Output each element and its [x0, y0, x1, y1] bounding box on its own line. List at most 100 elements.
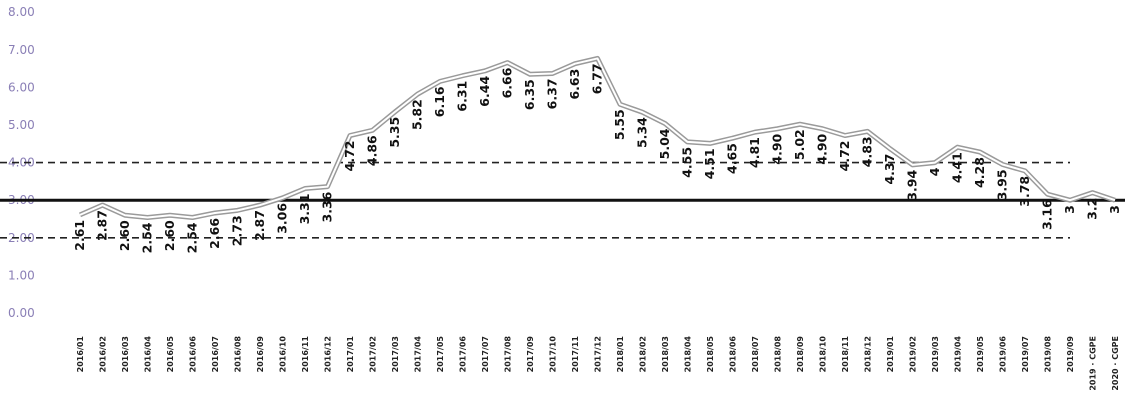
y-tick-label: 7.00 — [8, 43, 35, 57]
data-label: 3.78 — [1017, 176, 1032, 207]
data-label: 2.60 — [117, 220, 132, 251]
x-tick-label: 2016/12 — [324, 336, 333, 372]
x-tick-label: 2019/01 — [886, 336, 895, 373]
x-tick-label: 2016/05 — [166, 336, 175, 373]
x-tick-label: 2017/12 — [594, 336, 603, 372]
data-label: 5.04 — [657, 128, 672, 159]
x-tick-label: 2017/08 — [504, 336, 513, 373]
y-tick-label: 1.00 — [8, 268, 35, 282]
x-tick-label: 2017/01 — [346, 336, 355, 373]
x-tick-label: 2017/11 — [571, 336, 580, 373]
data-label: 5.35 — [387, 117, 402, 148]
data-label: 6.16 — [432, 86, 447, 117]
x-tick-label: 2016/11 — [301, 336, 310, 373]
data-label: 5.34 — [635, 117, 650, 148]
y-tick-label: 4.00 — [8, 156, 35, 170]
x-tick-label: 2019/05 — [976, 336, 985, 373]
data-label: 2.54 — [185, 222, 200, 253]
data-label: 4.72 — [837, 141, 852, 172]
data-label: 2.73 — [230, 215, 245, 246]
data-label: 2.66 — [207, 218, 222, 249]
data-label: 3.2 — [1085, 198, 1100, 220]
data-label: 6.31 — [455, 81, 470, 112]
data-label: 5.55 — [612, 109, 627, 140]
x-tick-label: 2018/01 — [616, 336, 625, 373]
data-label: 6.77 — [590, 63, 605, 94]
x-tick-label: 2018/09 — [796, 336, 805, 373]
x-tick-label: 2019/03 — [931, 336, 940, 372]
y-tick-label: 5.00 — [8, 118, 35, 132]
x-tick-label: 2018/05 — [706, 336, 715, 373]
data-label: 2.60 — [162, 220, 177, 251]
x-tick-label: 2017/02 — [369, 336, 378, 372]
x-tick-label: 2018/03 — [661, 336, 670, 372]
x-tick-label: 2016/06 — [189, 336, 198, 373]
x-tick-label: 2016/02 — [99, 336, 108, 372]
x-tick-label: 2018/10 — [819, 336, 828, 373]
x-tick-label: 2018/06 — [729, 336, 738, 373]
data-label: 4.37 — [882, 154, 897, 185]
reference-lines — [0, 161, 1125, 239]
data-label: 3.06 — [275, 203, 290, 234]
x-tick-label: 2016/09 — [256, 336, 265, 373]
data-label: 4.41 — [950, 152, 965, 183]
data-label: 6.37 — [545, 78, 560, 109]
x-axis-ticks: 2016/01 2016/02 2016/03 2016/04 2016/05 2016/… — [76, 336, 1120, 391]
x-tick-label: 2016/07 — [211, 336, 220, 372]
data-label: 4.51 — [702, 148, 717, 179]
data-label: 3 — [1107, 205, 1122, 214]
y-tick-label: 8.00 — [8, 5, 35, 19]
data-label: 5.02 — [792, 129, 807, 160]
data-label: 3.36 — [320, 191, 335, 222]
data-label: 4.72 — [342, 141, 357, 172]
x-tick-label: 2019/02 — [909, 336, 918, 372]
x-tick-label: 2019/06 — [999, 336, 1008, 373]
series-line-inner — [79, 57, 1116, 219]
x-tick-label: 2017/05 — [436, 336, 445, 373]
data-label: 3.31 — [297, 194, 312, 225]
x-tick-label: 2018/02 — [639, 336, 648, 372]
x-tick-label: 2019/07 — [1021, 336, 1030, 372]
data-label: 4.90 — [815, 133, 830, 164]
x-tick-label: 2016/04 — [144, 336, 153, 373]
data-label: 2.87 — [95, 210, 110, 241]
x-tick-label: 2017/07 — [481, 336, 490, 372]
x-tick-label: 2016/08 — [234, 336, 243, 373]
data-label: 5.82 — [410, 99, 425, 130]
x-tick-label: 2016/10 — [279, 336, 288, 373]
data-label: 4 — [927, 167, 942, 176]
x-tick-label: 2016/01 — [76, 336, 85, 373]
data-label: 3 — [1062, 205, 1077, 214]
x-tick-label: 2018/04 — [684, 336, 693, 373]
x-tick-label: 2018/11 — [841, 336, 850, 373]
x-tick-label: 2018/07 — [751, 336, 760, 372]
data-label: 6.44 — [477, 76, 492, 107]
data-label: 4.28 — [972, 157, 987, 188]
data-label: 4.65 — [725, 143, 740, 174]
data-label: 4.83 — [860, 136, 875, 167]
x-tick-label: 2017/10 — [549, 336, 558, 373]
x-tick-label: 2017/06 — [459, 336, 468, 373]
y-tick-label: 0.00 — [8, 306, 35, 320]
x-tick-label: 2017/04 — [414, 336, 423, 373]
data-label: 3.94 — [905, 170, 920, 201]
x-tick-label: 2020 · CGPE — [1111, 336, 1120, 391]
data-label: 3.95 — [995, 169, 1010, 200]
data-label: 6.66 — [500, 67, 515, 98]
x-tick-label: 2018/08 — [774, 336, 783, 373]
data-label: 6.63 — [567, 69, 582, 100]
y-tick-label: 6.00 — [8, 80, 35, 94]
data-label: 6.35 — [522, 79, 537, 110]
data-label: 2.54 — [140, 222, 155, 253]
data-label: 4.81 — [747, 137, 762, 168]
x-tick-label: 2017/03 — [391, 336, 400, 372]
data-labels: 2.61 2.87 2.60 2.54 2.60 2.54 2.66 2.73 2.87 3.06… — [72, 63, 1122, 253]
x-tick-label: 2018/12 — [864, 336, 873, 372]
x-tick-label: 2019/09 — [1066, 336, 1075, 373]
data-label: 2.61 — [72, 220, 87, 251]
y-tick-label: 2.00 — [8, 231, 35, 245]
x-tick-label: 2019 · CGPE — [1089, 336, 1098, 391]
x-tick-label: 2019/04 — [954, 336, 963, 373]
data-label: 4.86 — [365, 135, 380, 166]
